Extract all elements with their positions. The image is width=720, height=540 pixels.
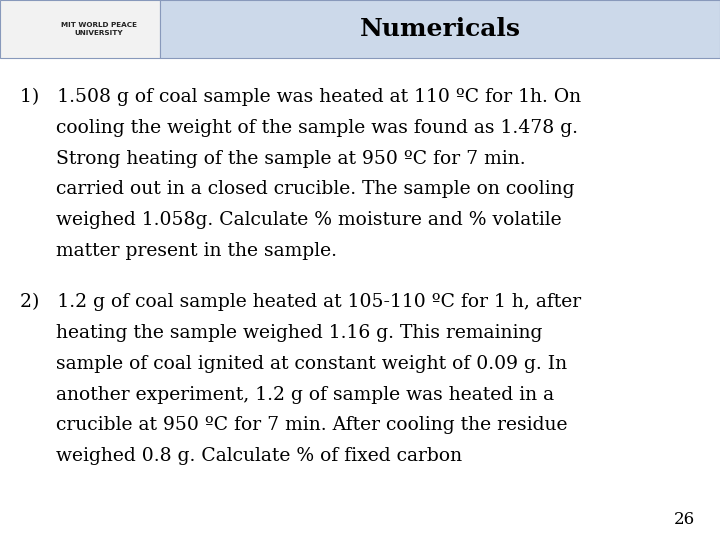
Text: matter present in the sample.: matter present in the sample. (20, 242, 337, 260)
Text: crucible at 950 ºC for 7 min. After cooling the residue: crucible at 950 ºC for 7 min. After cool… (20, 416, 567, 434)
Text: 26: 26 (674, 511, 695, 528)
FancyBboxPatch shape (0, 0, 160, 58)
Text: carried out in a closed crucible. The sample on cooling: carried out in a closed crucible. The sa… (20, 180, 575, 198)
Text: another experiment, 1.2 g of sample was heated in a: another experiment, 1.2 g of sample was … (20, 386, 554, 403)
Text: heating the sample weighed 1.16 g. This remaining: heating the sample weighed 1.16 g. This … (20, 324, 543, 342)
FancyBboxPatch shape (160, 0, 720, 58)
Text: sample of coal ignited at constant weight of 0.09 g. In: sample of coal ignited at constant weigh… (20, 355, 567, 373)
Text: 2)   1.2 g of coal sample heated at 105-110 ºC for 1 h, after: 2) 1.2 g of coal sample heated at 105-11… (20, 293, 581, 312)
Text: 1)   1.508 g of coal sample was heated at 110 ºC for 1h. On: 1) 1.508 g of coal sample was heated at … (20, 88, 581, 106)
Text: cooling the weight of the sample was found as 1.478 g.: cooling the weight of the sample was fou… (20, 119, 578, 137)
Text: Numericals: Numericals (359, 17, 521, 41)
Text: MIT WORLD PEACE
UNIVERSITY: MIT WORLD PEACE UNIVERSITY (61, 22, 137, 36)
Text: weighed 0.8 g. Calculate % of fixed carbon: weighed 0.8 g. Calculate % of fixed carb… (20, 447, 462, 465)
Text: weighed 1.058g. Calculate % moisture and % volatile: weighed 1.058g. Calculate % moisture and… (20, 211, 562, 229)
Text: Strong heating of the sample at 950 ºC for 7 min.: Strong heating of the sample at 950 ºC f… (20, 150, 526, 167)
